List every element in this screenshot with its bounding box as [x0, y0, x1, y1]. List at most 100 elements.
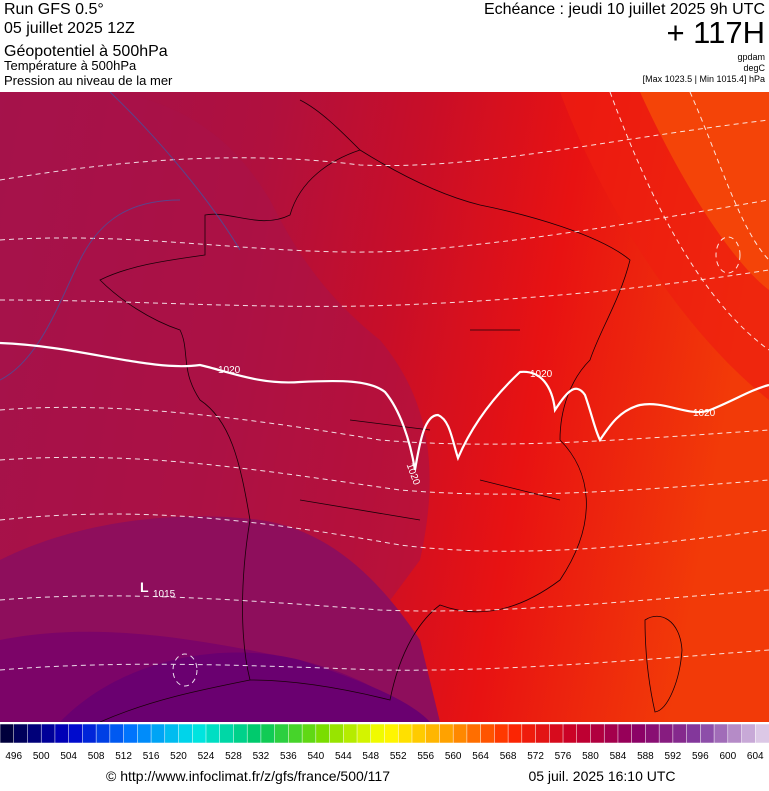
colorbar-cell	[755, 723, 769, 744]
colorbar-cell	[645, 723, 660, 744]
colorbar-cell	[301, 723, 317, 744]
colorbar-cell	[549, 723, 564, 744]
colorbar-cell	[727, 723, 743, 744]
colorbar-cell	[452, 723, 468, 744]
colorbar-cell	[137, 723, 152, 744]
isobar-label: 1020	[218, 365, 241, 376]
colorbar-label: 592	[665, 751, 682, 762]
colorbar-cell	[603, 723, 619, 744]
low-symbol: L	[140, 579, 149, 595]
colorbar-cell	[178, 723, 193, 744]
colorbar-label: 548	[362, 751, 379, 762]
colorbar-label: 572	[527, 751, 544, 762]
colorbar-cell	[27, 723, 42, 744]
low-label: 1015	[153, 589, 176, 600]
colorbar-label: 544	[335, 751, 352, 762]
colorbar-label: 520	[170, 751, 187, 762]
colorbar-label: 516	[143, 751, 160, 762]
colorbar-cell	[741, 723, 756, 744]
colorbar-label: 564	[472, 751, 489, 762]
colorbar-cell	[13, 723, 29, 744]
colorbar-cell	[658, 723, 674, 744]
colorbar-cell	[274, 723, 289, 744]
colorbar-cell	[356, 723, 372, 744]
unit: degC	[743, 63, 765, 73]
pressure-range: [Max 1023.5 | Min 1015.4] hPa	[643, 74, 765, 84]
run-title: Run GFS 0.5°	[4, 1, 104, 18]
colorbar-cell	[439, 723, 454, 744]
geopotential-contours	[0, 92, 769, 687]
colorbar-cell	[466, 723, 482, 744]
map: 1020 1020 1020 1020 L 1015	[0, 92, 769, 722]
colorbar-label: 508	[88, 751, 105, 762]
colorbar-label: 560	[445, 751, 462, 762]
colorbar-cell	[164, 723, 180, 744]
colorbar-label: 568	[500, 751, 517, 762]
colorbar-cell	[40, 723, 56, 744]
colorbar-cell	[233, 723, 248, 744]
colorbar-cell	[0, 723, 15, 744]
colorbar: 496 500 504 508 512 516 520 524 528 532 536 540 544 5…	[0, 723, 769, 762]
colorbar-cell	[672, 723, 688, 744]
colorbar-cell	[521, 723, 537, 744]
colorbar-cell	[686, 723, 701, 744]
isobar-label: 1020	[693, 408, 716, 419]
lead-time: + 117H	[666, 15, 765, 50]
temperature-zone	[640, 92, 769, 290]
colorbar-cell	[480, 723, 495, 744]
colorbar-cell	[713, 723, 729, 744]
temperature-zone	[60, 652, 430, 722]
colorbar-label: 596	[692, 751, 709, 762]
isobar-label: 1020	[530, 369, 553, 380]
unit: gpdam	[737, 52, 765, 62]
colorbar-cell	[219, 723, 234, 744]
colorbar-label: 604	[747, 751, 764, 762]
colorbar-cell	[192, 723, 207, 744]
colorbar-cell	[82, 723, 97, 744]
colorbar-cell	[425, 723, 440, 744]
colorbar-cell	[315, 723, 331, 744]
colorbar-label: 528	[225, 751, 242, 762]
colorbar-label: 584	[610, 751, 627, 762]
colorbar-label: 532	[253, 751, 270, 762]
colorbar-cell	[631, 723, 646, 744]
colorbar-label: 540	[307, 751, 324, 762]
colorbar-cell	[397, 723, 413, 744]
colorbar-cell	[590, 723, 605, 744]
colorbar-label: 536	[280, 751, 297, 762]
colorbar-cell	[370, 723, 386, 744]
colorbar-cell	[384, 723, 399, 744]
footer-source: © http://www.infoclimat.fr/z/gfs/france/…	[106, 768, 390, 784]
colorbar-label: 500	[33, 751, 50, 762]
colorbar-cell	[700, 723, 715, 744]
colorbar-cell	[562, 723, 578, 744]
colorbar-cell	[95, 723, 111, 744]
colorbar-cell	[329, 723, 344, 744]
colorbar-cell	[123, 723, 138, 744]
colorbar-cell	[576, 723, 592, 744]
isotherm	[0, 92, 241, 381]
colorbar-cell	[205, 723, 221, 744]
colorbar-cell	[288, 723, 303, 744]
colorbar-label: 588	[637, 751, 654, 762]
colorbar-cell	[260, 723, 276, 744]
colorbar-cell	[535, 723, 550, 744]
colorbar-label: 556	[417, 751, 434, 762]
colorbar-cell	[68, 723, 83, 744]
colorbar-label: 600	[719, 751, 736, 762]
colorbar-cell	[109, 723, 125, 744]
colorbar-cell	[507, 723, 523, 744]
colorbar-label: 512	[115, 751, 132, 762]
layer-title: Pression au niveau de la mer	[4, 73, 173, 88]
layer-title: Température à 500hPa	[4, 58, 137, 73]
colorbar-cell	[617, 723, 633, 744]
colorbar-label: 580	[582, 751, 599, 762]
colorbar-cell	[54, 723, 70, 744]
layer-title: Géopotentiel à 500hPa	[4, 43, 168, 60]
colorbar-cell	[343, 723, 358, 744]
colorbar-label: 504	[60, 751, 77, 762]
borders	[99, 99, 683, 722]
colorbar-label: 524	[198, 751, 215, 762]
colorbar-cell	[411, 723, 427, 744]
